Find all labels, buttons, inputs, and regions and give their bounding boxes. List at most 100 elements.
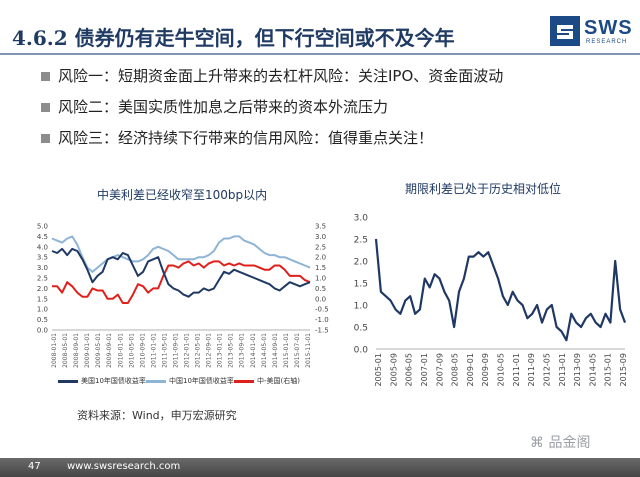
- legend-swatch-spread: [234, 379, 254, 383]
- y-left-tick-label: 0.0: [37, 327, 48, 335]
- y-left-tick-label: 2.0: [37, 285, 48, 293]
- x-tick-label: 2009-09-01: [106, 333, 113, 368]
- x-tick-label: 2012-09-01: [206, 333, 213, 368]
- risk-bullet-2: 风险二：美国实质性加息之后带来的资本外流压力: [41, 97, 503, 128]
- y-left-tick-label: 3.5: [37, 254, 48, 262]
- x-tick-label: 2005-09: [389, 353, 398, 386]
- risk-bullet-1: 风险一：短期资金面上升带来的去杠杆风险：关注IPO、资金面波动: [41, 66, 503, 97]
- x-tick-label: 2014-05-01: [261, 333, 268, 368]
- x-tick-label: 2014-05: [588, 353, 597, 386]
- title-divider: [0, 53, 640, 55]
- x-tick-label: 2010-09-01: [139, 333, 146, 368]
- x-tick-label: 2010-01-01: [117, 333, 124, 368]
- y-right-tick-label: 3.0: [315, 233, 326, 241]
- sws-logo: SWS RESEARCH: [548, 14, 638, 50]
- footer-url[interactable]: www.swsresearch.com: [67, 461, 181, 472]
- x-tick-label: 2013-01-01: [217, 333, 224, 368]
- x-tick-label: 2011-01-01: [150, 333, 157, 368]
- x-tick-label: 2010-05: [497, 353, 506, 386]
- y-left-tick-label: 2.5: [37, 275, 48, 283]
- x-tick-label: 2009-01: [466, 353, 475, 386]
- left-chart-title: 中美利差已经收窄至100bp以内: [97, 188, 268, 202]
- legend-swatch-cn: [146, 379, 166, 383]
- series-line-0: [51, 247, 311, 298]
- x-tick-label: 2008-05-01: [62, 333, 69, 368]
- bullet-text: 风险二：美国实质性加息之后带来的资本外流压力: [58, 98, 389, 116]
- legend-label: 美国10年国债收益率: [81, 377, 146, 385]
- x-tick-label: 2012-05-01: [195, 333, 202, 368]
- x-tick-label: 2009-01-01: [84, 333, 91, 368]
- square-bullet-icon: [41, 134, 50, 143]
- y-tick-label: 0.5: [354, 324, 368, 334]
- x-tick-label: 2012-01-01: [184, 333, 191, 368]
- footer-bar: 47 www.swsresearch.com: [0, 458, 640, 477]
- wechat-icon: ⌘: [530, 435, 544, 451]
- y-tick-label: 3.0: [354, 214, 369, 224]
- y-right-tick-label: 1.5: [315, 264, 326, 272]
- x-tick-label: 2013-09-01: [239, 333, 246, 368]
- term-spread-line: [374, 238, 627, 342]
- y-tick-label: 2.0: [354, 258, 369, 268]
- y-right-tick-label: -1.0: [315, 316, 329, 324]
- watermark-text: 品金阁: [548, 435, 591, 451]
- x-tick-label: 2014-01-01: [250, 333, 257, 368]
- y-left-tick-label: 3.0: [37, 264, 48, 272]
- x-tick-label: 2007-09: [435, 353, 444, 386]
- source-note: 资料来源：Wind，申万宏源研究: [77, 409, 237, 422]
- y-tick-label: 0.0: [354, 346, 369, 356]
- x-tick-label: 2013-01: [558, 353, 567, 386]
- term-spread-chart: 3.0 2.5 2.0 1.5 1.0 0.5 0.0 2005-01 2005-09 2006-…: [354, 214, 628, 387]
- slide-title: 4.6.2 债券仍有走牛空间，但下行空间或不及今年: [12, 26, 455, 50]
- x-tick-label: 2010-05-01: [128, 333, 135, 368]
- y-right-tick-label: 2.5: [315, 243, 326, 251]
- legend-item-cn: 中国10年国债收益率: [146, 376, 234, 386]
- y-tick-label: 1.5: [354, 280, 368, 290]
- x-tick-label: 2014-09-01: [272, 333, 279, 368]
- y-right-tick-label: 0.0: [315, 295, 326, 303]
- x-tick-label: 2015-01-01: [283, 333, 290, 368]
- y-left-tick-label: 0.5: [37, 316, 48, 324]
- legend-item-spread: 中-美国(右轴): [234, 376, 300, 386]
- x-tick-label: 2015-09: [619, 353, 628, 386]
- y-right-tick-label: -0.5: [315, 306, 329, 314]
- x-tick-label: 2007-01: [420, 353, 429, 386]
- risk-bullet-list: 风险一：短期资金面上升带来的去杠杆风险：关注IPO、资金面波动 风险二：美国实质…: [41, 66, 503, 159]
- square-bullet-icon: [41, 72, 50, 81]
- legend-swatch-us: [58, 379, 78, 383]
- x-tick-label: 2015-07-01: [294, 333, 301, 368]
- x-tick-label: 2011-01: [512, 353, 521, 386]
- y-left-tick-label: 4.0: [37, 243, 48, 251]
- logo-subtext: RESEARCH: [586, 39, 628, 45]
- x-tick-label: 2011-05-01: [161, 333, 168, 368]
- right-chart-title: 期限利差已处于历史相对低位: [405, 182, 562, 196]
- series-line-1: [51, 235, 311, 273]
- x-tick-label: 2011-09-01: [172, 333, 179, 368]
- x-tick-label: 2013-05-01: [228, 333, 235, 368]
- yield-spread-chart: 5.0 4.5 4.0 3.5 3.0 2.5 2.0 1.5 1.0 0.5 0.0 3.5 3.0 2…: [37, 223, 329, 368]
- bullet-text: 风险三：经济持续下行带来的信用风险：值得重点关注！: [58, 129, 434, 147]
- y-left-tick-label: 1.5: [37, 295, 48, 303]
- series-line-2: [52, 260, 311, 304]
- page-number: 47: [28, 461, 41, 472]
- risk-bullet-3: 风险三：经济持续下行带来的信用风险：值得重点关注！: [41, 128, 503, 159]
- y-right-tick-label: -1.5: [315, 327, 329, 335]
- sws-logo-icon: [550, 16, 580, 46]
- y-right-tick-label: 2.0: [315, 254, 326, 262]
- x-tick-label: 2006-05: [405, 353, 414, 386]
- watermark: ⌘ 品金阁: [530, 432, 590, 452]
- legend-item-us: 美国10年国债收益率: [58, 376, 146, 386]
- x-tick-label: 2015-11-01: [305, 333, 312, 368]
- y-right-tick-label: 0.5: [315, 285, 326, 293]
- x-tick-label: 2013-09: [573, 353, 582, 386]
- x-tick-label: 2009-09: [481, 353, 490, 386]
- y-left-tick-label: 1.0: [37, 306, 48, 314]
- y-right-tick-label: 1.0: [315, 275, 326, 283]
- x-tick-label: 2008-05: [451, 353, 460, 386]
- y-tick-label: 2.5: [354, 236, 368, 246]
- logo-text: SWS: [584, 17, 633, 39]
- x-tick-label: 2011-09: [527, 353, 536, 386]
- x-tick-label: 2012-05: [542, 353, 551, 386]
- x-tick-label: 2008-09-01: [73, 333, 80, 368]
- y-tick-label: 1.0: [354, 302, 369, 312]
- x-tick-label: 2008-01-01: [51, 333, 58, 368]
